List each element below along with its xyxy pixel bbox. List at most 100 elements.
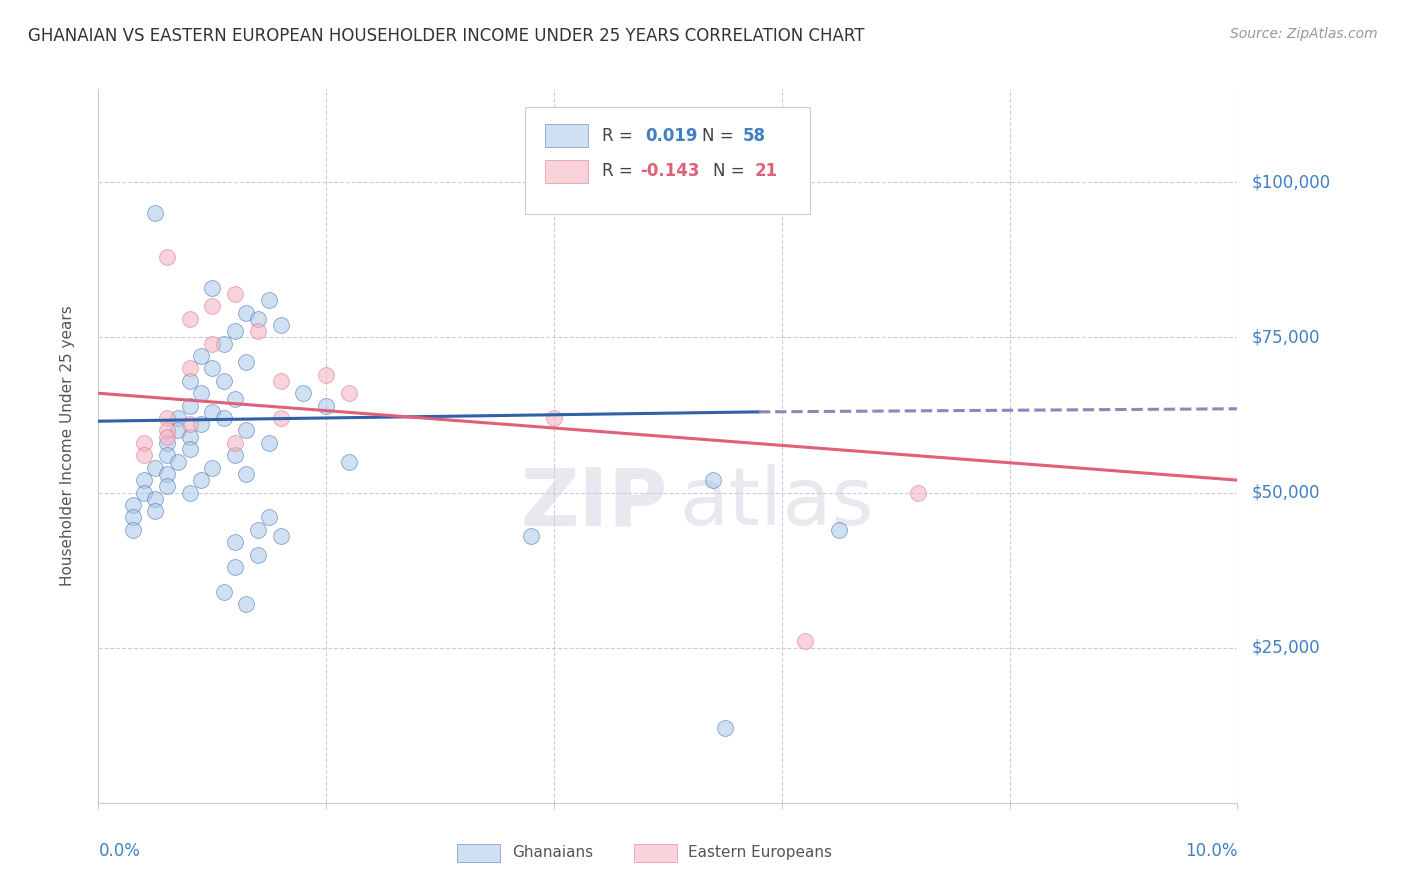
Point	[212, 584, 235, 599]
FancyBboxPatch shape	[526, 107, 810, 214]
Text: $50,000: $50,000	[1251, 483, 1320, 501]
Point	[121, 510, 143, 524]
Text: $100,000: $100,000	[1251, 173, 1330, 191]
Point	[337, 454, 360, 468]
Point	[121, 498, 143, 512]
Point	[179, 399, 201, 413]
Point	[235, 424, 257, 438]
Point	[520, 529, 543, 543]
Point	[167, 411, 190, 425]
Point	[543, 411, 565, 425]
Point	[156, 436, 179, 450]
FancyBboxPatch shape	[457, 844, 501, 862]
FancyBboxPatch shape	[546, 160, 588, 183]
Point	[246, 311, 269, 326]
Point	[179, 417, 201, 432]
Point	[315, 399, 337, 413]
Text: 0.0%: 0.0%	[98, 842, 141, 860]
Point	[179, 361, 201, 376]
Point	[156, 430, 179, 444]
Point	[224, 287, 246, 301]
Point	[246, 523, 269, 537]
Point	[179, 311, 201, 326]
Text: ZIP: ZIP	[520, 464, 668, 542]
Point	[201, 281, 224, 295]
Point	[156, 411, 179, 425]
Text: $75,000: $75,000	[1251, 328, 1320, 346]
Point	[315, 368, 337, 382]
Point	[156, 250, 179, 264]
Point	[828, 523, 851, 537]
FancyBboxPatch shape	[634, 844, 676, 862]
Point	[156, 448, 179, 462]
Point	[201, 299, 224, 313]
FancyBboxPatch shape	[546, 124, 588, 147]
Text: 0.019: 0.019	[645, 127, 697, 145]
Point	[259, 436, 281, 450]
Point	[167, 424, 190, 438]
Point	[337, 386, 360, 401]
Point	[270, 411, 292, 425]
Point	[190, 473, 212, 487]
Text: R =: R =	[602, 162, 638, 180]
Point	[224, 436, 246, 450]
Point	[190, 386, 212, 401]
Point	[212, 411, 235, 425]
Point	[156, 467, 179, 481]
Text: GHANAIAN VS EASTERN EUROPEAN HOUSEHOLDER INCOME UNDER 25 YEARS CORRELATION CHART: GHANAIAN VS EASTERN EUROPEAN HOUSEHOLDER…	[28, 27, 865, 45]
Point	[224, 535, 246, 549]
Point	[121, 523, 143, 537]
Point	[246, 324, 269, 338]
Text: Ghanaians: Ghanaians	[512, 846, 593, 860]
Point	[224, 392, 246, 407]
Point	[235, 467, 257, 481]
Text: 58: 58	[742, 127, 766, 145]
Point	[156, 479, 179, 493]
Point	[235, 305, 257, 319]
Point	[179, 442, 201, 456]
Text: Source: ZipAtlas.com: Source: ZipAtlas.com	[1230, 27, 1378, 41]
Point	[224, 324, 246, 338]
Text: $25,000: $25,000	[1251, 639, 1320, 657]
Point	[179, 485, 201, 500]
Point	[212, 374, 235, 388]
Point	[235, 355, 257, 369]
Point	[292, 386, 315, 401]
Point	[235, 597, 257, 611]
Point	[201, 336, 224, 351]
Text: 10.0%: 10.0%	[1185, 842, 1237, 860]
Point	[212, 336, 235, 351]
Text: Eastern Europeans: Eastern Europeans	[689, 846, 832, 860]
Point	[224, 448, 246, 462]
Point	[201, 405, 224, 419]
Text: 21: 21	[755, 162, 778, 180]
Point	[145, 206, 167, 220]
Point	[145, 504, 167, 518]
Point	[179, 374, 201, 388]
Point	[190, 417, 212, 432]
Point	[907, 485, 929, 500]
Point	[132, 448, 155, 462]
Point	[714, 722, 737, 736]
Text: R =: R =	[602, 127, 638, 145]
Point	[132, 473, 155, 487]
Text: N =: N =	[713, 162, 751, 180]
Point	[246, 548, 269, 562]
Point	[167, 454, 190, 468]
Point	[179, 430, 201, 444]
Point	[156, 424, 179, 438]
Point	[259, 510, 281, 524]
Text: atlas: atlas	[679, 464, 873, 542]
Y-axis label: Householder Income Under 25 years: Householder Income Under 25 years	[60, 306, 75, 586]
Point	[132, 485, 155, 500]
Point	[270, 374, 292, 388]
Point	[259, 293, 281, 308]
Point	[201, 361, 224, 376]
Point	[145, 460, 167, 475]
Point	[702, 473, 724, 487]
Point	[793, 634, 815, 648]
Point	[132, 436, 155, 450]
Point	[145, 491, 167, 506]
Text: N =: N =	[702, 127, 740, 145]
Text: -0.143: -0.143	[641, 162, 700, 180]
